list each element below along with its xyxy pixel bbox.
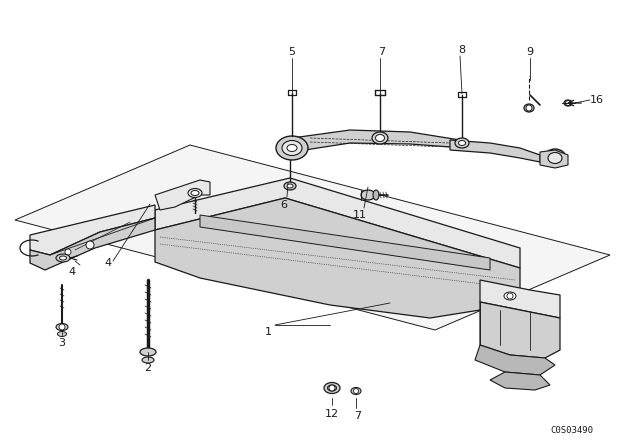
Ellipse shape bbox=[548, 152, 562, 164]
Circle shape bbox=[507, 293, 513, 299]
Text: 12: 12 bbox=[325, 409, 339, 419]
Text: 5: 5 bbox=[289, 47, 296, 57]
Ellipse shape bbox=[328, 385, 337, 391]
Ellipse shape bbox=[276, 136, 308, 160]
Ellipse shape bbox=[188, 189, 202, 198]
Circle shape bbox=[566, 100, 570, 105]
Ellipse shape bbox=[524, 104, 534, 112]
Ellipse shape bbox=[458, 141, 465, 146]
Ellipse shape bbox=[361, 190, 375, 200]
Ellipse shape bbox=[373, 190, 379, 200]
Polygon shape bbox=[30, 218, 155, 270]
Ellipse shape bbox=[287, 145, 297, 151]
Ellipse shape bbox=[455, 138, 469, 148]
Ellipse shape bbox=[191, 190, 199, 195]
Polygon shape bbox=[540, 150, 568, 168]
Ellipse shape bbox=[140, 348, 156, 356]
Ellipse shape bbox=[564, 100, 572, 106]
Polygon shape bbox=[480, 280, 560, 318]
Ellipse shape bbox=[504, 292, 516, 300]
Ellipse shape bbox=[60, 256, 67, 260]
Ellipse shape bbox=[287, 184, 293, 188]
Text: 11: 11 bbox=[353, 210, 367, 220]
Text: 1: 1 bbox=[264, 327, 271, 337]
Text: 7: 7 bbox=[355, 411, 362, 421]
Polygon shape bbox=[292, 130, 465, 152]
Polygon shape bbox=[155, 180, 210, 210]
Ellipse shape bbox=[58, 332, 67, 336]
Ellipse shape bbox=[142, 357, 154, 363]
Circle shape bbox=[353, 388, 358, 393]
Ellipse shape bbox=[284, 182, 296, 190]
Text: 4: 4 bbox=[68, 267, 76, 277]
Polygon shape bbox=[480, 302, 560, 358]
Polygon shape bbox=[200, 215, 490, 270]
Ellipse shape bbox=[282, 141, 302, 155]
Text: 6: 6 bbox=[280, 200, 287, 210]
Text: 9: 9 bbox=[527, 47, 534, 57]
Text: 16: 16 bbox=[590, 95, 604, 105]
Text: 2: 2 bbox=[145, 363, 152, 373]
Polygon shape bbox=[30, 205, 155, 255]
Text: C0S03490: C0S03490 bbox=[550, 426, 593, 435]
Circle shape bbox=[526, 105, 532, 111]
Ellipse shape bbox=[372, 132, 388, 144]
Text: 7: 7 bbox=[378, 47, 385, 57]
Ellipse shape bbox=[56, 323, 68, 331]
Circle shape bbox=[86, 241, 94, 249]
Polygon shape bbox=[155, 198, 520, 318]
Polygon shape bbox=[475, 345, 555, 375]
Ellipse shape bbox=[56, 254, 70, 262]
Text: 4: 4 bbox=[104, 258, 111, 268]
Polygon shape bbox=[450, 140, 540, 162]
Ellipse shape bbox=[544, 149, 566, 167]
Polygon shape bbox=[155, 178, 520, 268]
Text: 8: 8 bbox=[458, 45, 465, 55]
Circle shape bbox=[329, 385, 335, 391]
Polygon shape bbox=[15, 145, 610, 330]
Circle shape bbox=[59, 324, 65, 330]
Ellipse shape bbox=[376, 134, 385, 142]
Text: 3: 3 bbox=[58, 338, 65, 348]
Ellipse shape bbox=[351, 388, 361, 395]
Circle shape bbox=[65, 249, 71, 255]
Ellipse shape bbox=[324, 383, 340, 393]
Polygon shape bbox=[490, 372, 550, 390]
